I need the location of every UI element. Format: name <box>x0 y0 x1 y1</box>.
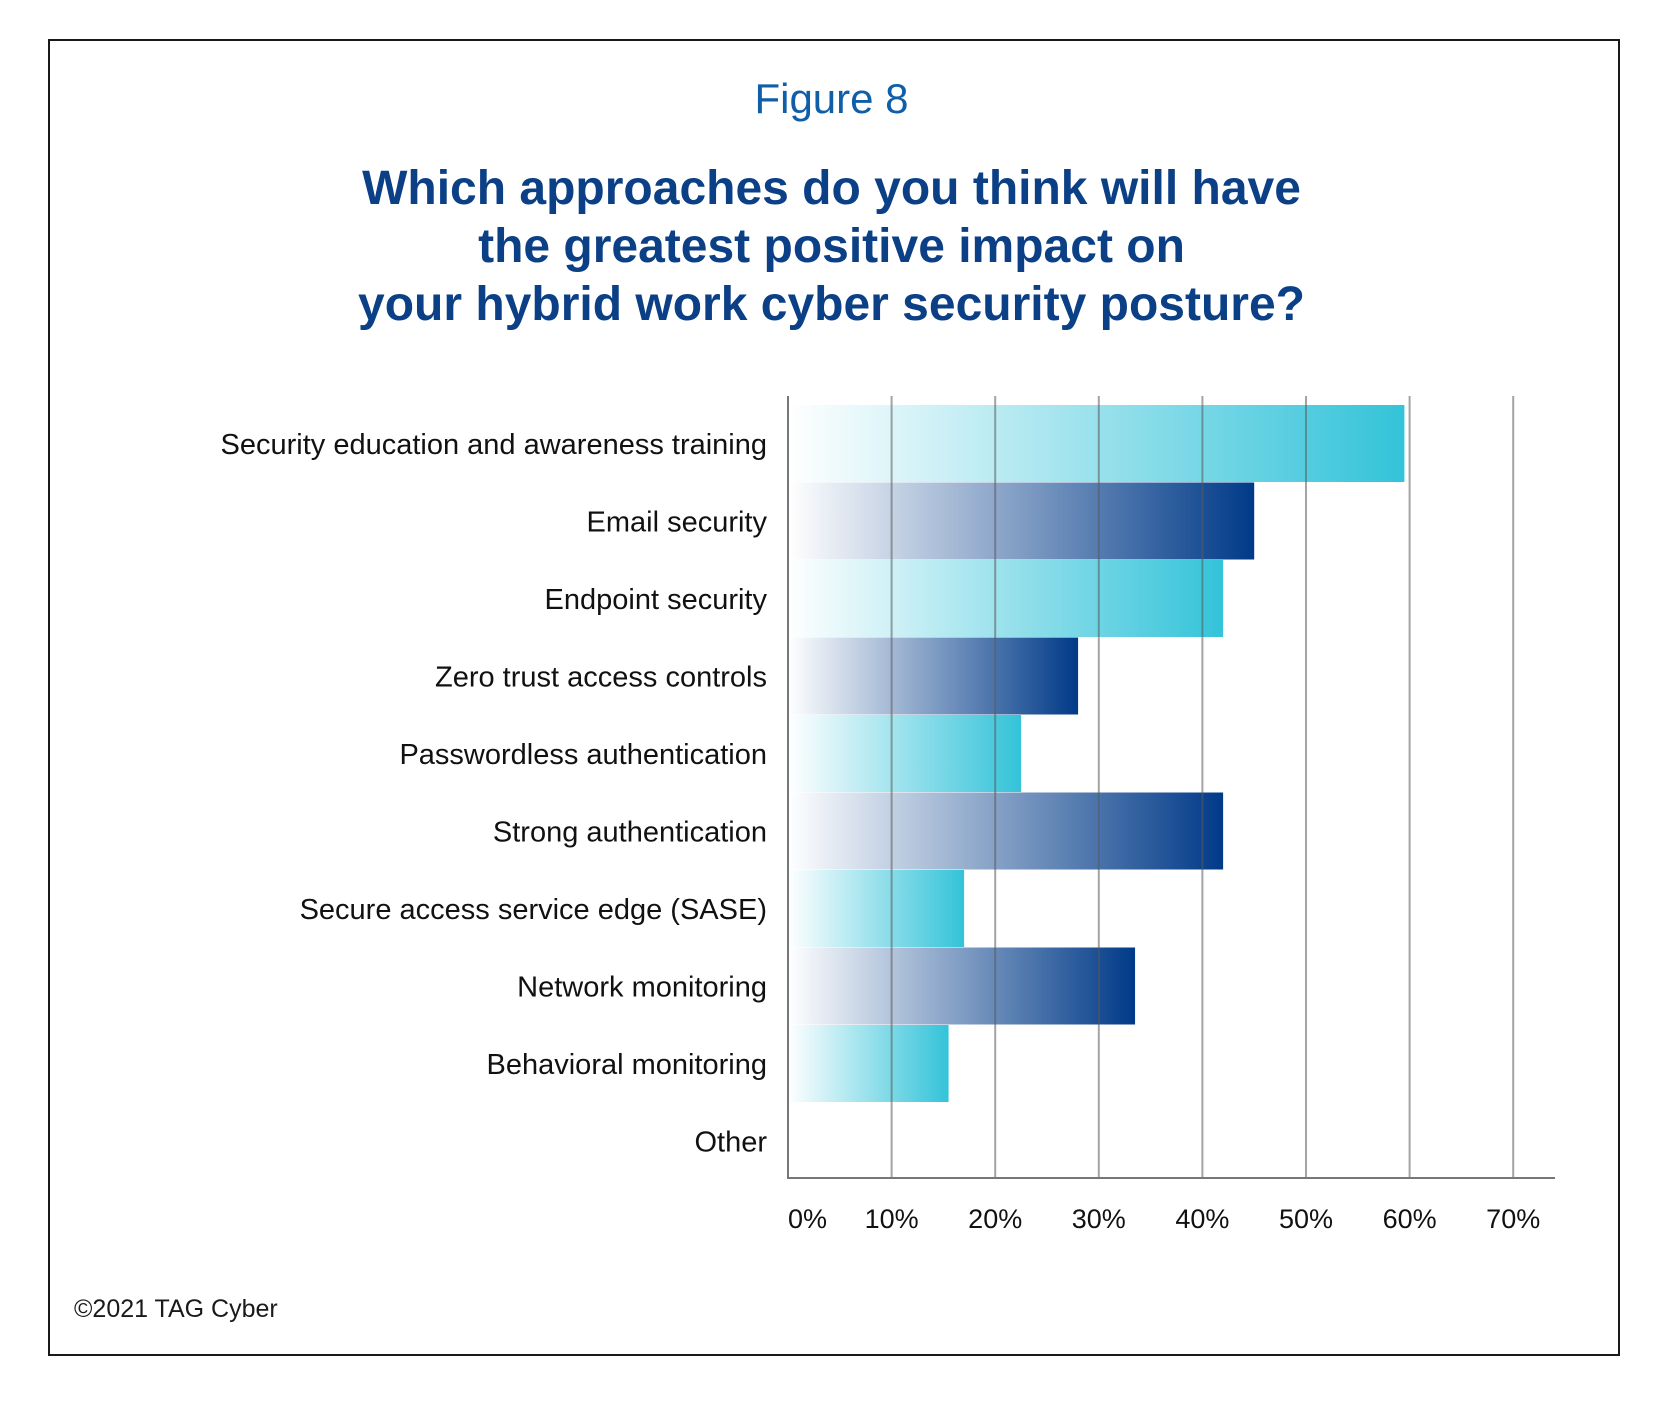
bar-8 <box>788 947 1136 1025</box>
category-label-9: Behavioral monitoring <box>487 1049 767 1081</box>
tick-labels-group: 0% 10% 20% 30% 40% 50% 60% 70% <box>788 1204 1540 1234</box>
category-label-10: Other <box>694 1126 767 1158</box>
figure-frame <box>48 39 1620 1356</box>
bar-6 <box>788 792 1224 870</box>
x-tick-label-30: 30% <box>1072 1204 1126 1234</box>
category-label-8: Network monitoring <box>517 971 767 1003</box>
bar-1 <box>788 405 1405 482</box>
category-label-6: Strong authentication <box>493 816 767 848</box>
bar-2 <box>788 482 1255 560</box>
gridlines-group <box>787 396 1555 1179</box>
bar-4 <box>788 637 1079 715</box>
x-tick-label-40: 40% <box>1175 1204 1229 1234</box>
category-label-1: Security education and awareness trainin… <box>221 429 768 461</box>
chart-title: Which approaches do you think will have … <box>0 160 1663 334</box>
x-tick-label-0: 0% <box>788 1204 827 1234</box>
bar-9 <box>788 1025 949 1102</box>
x-tick-label-60: 60% <box>1383 1204 1437 1234</box>
category-label-7: Secure access service edge (SASE) <box>300 894 767 926</box>
x-tick-label-50: 50% <box>1279 1204 1333 1234</box>
chart-title-line-3: your hybrid work cyber security posture? <box>358 278 1305 331</box>
bar-5 <box>788 715 1022 792</box>
x-tick-label-20: 20% <box>968 1204 1022 1234</box>
bar-3 <box>788 560 1224 637</box>
category-labels-group: Security education and awareness trainin… <box>221 429 768 1159</box>
category-label-2: Email security <box>587 506 768 538</box>
copyright-text: ©2021 TAG Cyber <box>74 1295 278 1323</box>
x-tick-label-70: 70% <box>1486 1204 1540 1234</box>
x-tick-label-10: 10% <box>865 1204 919 1234</box>
bars-group <box>788 405 1405 1102</box>
category-label-3: Endpoint security <box>545 584 768 616</box>
figure-label: Figure 8 <box>754 75 909 122</box>
category-label-4: Zero trust access controls <box>435 661 767 693</box>
chart-title-line-2: the greatest positive impact on <box>478 220 1185 273</box>
chart-title-line-1: Which approaches do you think will have <box>362 162 1301 215</box>
bar-7 <box>788 870 965 947</box>
category-label-5: Passwordless authentication <box>399 739 767 771</box>
